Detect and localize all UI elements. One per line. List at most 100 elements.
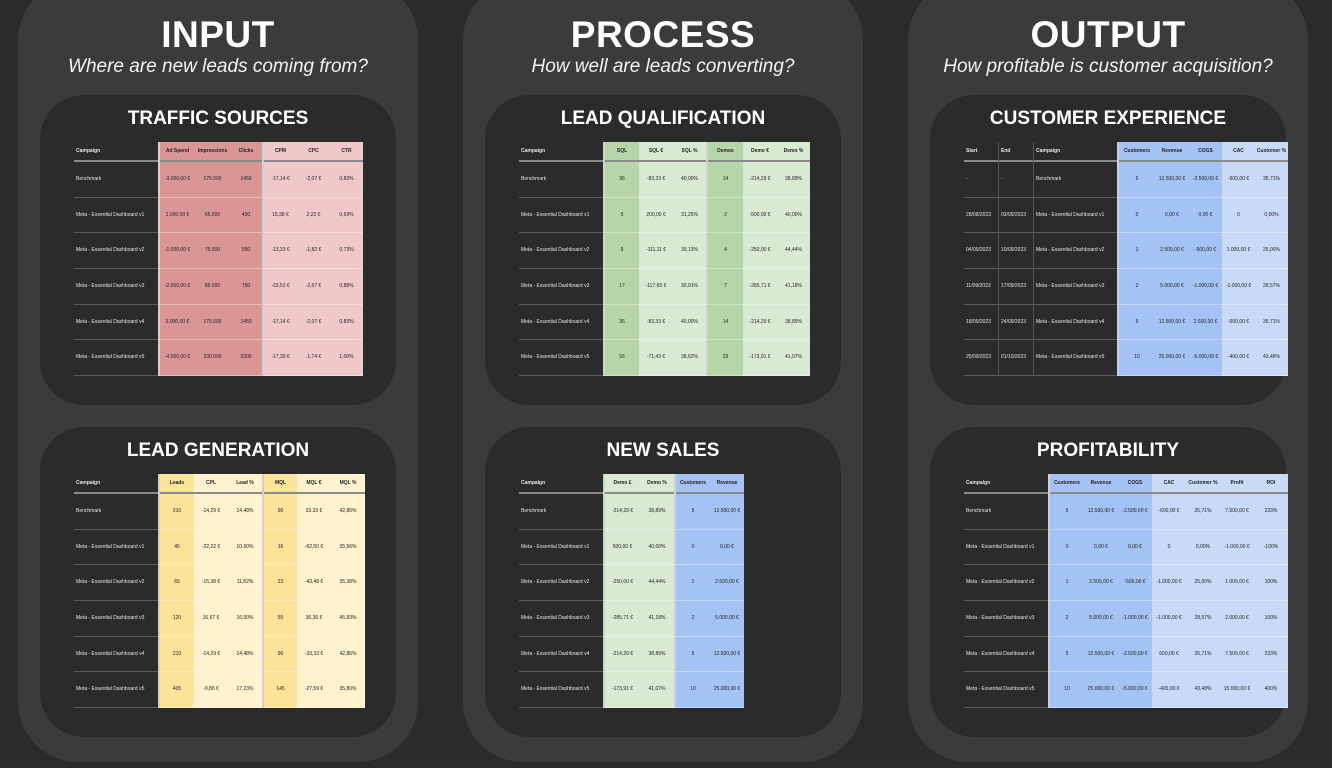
table-cell: 12.500,00 € <box>710 637 744 673</box>
lead-qualification-table: Campaign Benchmark Meta - Essential Dashbo… <box>519 142 810 377</box>
table-cell: Meta - Essential Dashboard v1 <box>1034 198 1117 234</box>
panel-title: TRAFFIC SOURCES <box>127 108 309 129</box>
table-cell: 28,57% <box>1186 601 1220 637</box>
table-column: Customer % 35,71% 0,00% 25,00% 28,57% 35,71% 4… <box>1255 142 1288 377</box>
column-header: COGS <box>1118 474 1152 494</box>
panel-title: LEAD GENERATION <box>126 440 310 461</box>
table-cell: 175.000 <box>195 162 230 198</box>
column-header: CAC <box>1222 142 1255 162</box>
table-cell: 210 <box>160 637 194 673</box>
table-cell: -1.000,00 € <box>1152 601 1186 637</box>
panel-lead-generation: LEAD GENERATION Campaign Benchmark Meta - … <box>40 427 396 737</box>
table-cell: -500,00 € <box>1189 233 1222 270</box>
table-cell: 200,00 € <box>639 198 673 234</box>
table-cell: -2.500,00 € <box>1189 162 1222 198</box>
table-column: Impressions 175.000 65.000 75.000 85.000 175.… <box>195 142 230 377</box>
table-column: End -03/09/2023 10/09/2023 17/09/2023 24/09/… <box>999 142 1034 377</box>
table-cell: 1 <box>1050 565 1084 602</box>
table-cell: 0 <box>1152 530 1186 566</box>
table-cell: -5.000,00 € <box>1189 340 1222 377</box>
panel-customer-experience: CUSTOMER EXPERIENCE Start -28/08/2023 04/0… <box>930 95 1288 405</box>
table-column: Campaign Benchmark Meta - Essential Dashbo… <box>519 142 605 377</box>
table-cell: 0,83% <box>330 162 363 198</box>
table-cell: 500,00 € <box>605 530 640 566</box>
column-header: Start <box>964 142 998 162</box>
table-cell: Meta - Essential Dashboard v5 <box>519 672 603 709</box>
table-cell: -43,48 € <box>297 565 331 602</box>
table-column: SQL € -83,33 €200,00 € -111,11 € -117,65 € -… <box>639 142 673 377</box>
table-column: Revenue 12.500,00 €0,00 €2.500,00 €5.000,… <box>710 474 744 709</box>
table-column: CAC -600,00 €0 1.000,00 € -1.000,00 € -600,0… <box>1222 142 1255 377</box>
table-cell: 5 <box>1119 305 1155 341</box>
table-cell: 210 <box>160 494 194 530</box>
table-column: Campaign Benchmark Meta - Essential Dashbo… <box>964 474 1050 709</box>
table-cell: -250,00 € <box>743 233 777 270</box>
profitability-table: Campaign Benchmark Meta - Essential Dashbo… <box>964 474 1288 709</box>
table-cell: 1,00% <box>330 340 363 377</box>
table-cell: 5 <box>605 198 639 234</box>
table-cell: 5 <box>1050 637 1084 673</box>
table-cell: 04/09/2023 <box>964 233 998 270</box>
table-cell: Meta - Essential Dashboard v5 <box>74 340 158 377</box>
table-cell: 0,00 € <box>1155 198 1189 234</box>
table-cell: -100% <box>1254 530 1288 566</box>
table-cell: 25,00% <box>1186 565 1220 602</box>
table-cell: 230.000 <box>195 340 230 377</box>
table-cell: 16 <box>264 530 297 566</box>
column-subtitle: How well are leads converting? <box>531 56 795 77</box>
column-header: CTR <box>330 142 363 162</box>
column-header: SQL % <box>673 142 706 162</box>
table-cell: -285,71 € <box>743 269 777 305</box>
table-cell: 90 <box>264 494 297 530</box>
table-cell: -27,59 € <box>297 672 331 709</box>
table-cell: 25/09/2023 <box>964 340 998 377</box>
table-cell: Meta - Essential Dashboard v1 <box>519 530 603 566</box>
table-cell: 41,07% <box>777 340 810 377</box>
table-cell: 36,36 € <box>297 601 331 637</box>
table-cell: Benchmark <box>74 162 158 198</box>
table-cell: 2 <box>1050 601 1084 637</box>
table-cell: 35,71% <box>1186 637 1220 673</box>
table-cell: -17,39 € <box>264 340 297 377</box>
table-cell: -173,91 € <box>743 340 777 377</box>
table-cell: 5 <box>1050 494 1084 530</box>
table-cell: -71,43 € <box>639 340 673 377</box>
table-cell: -117,65 € <box>639 269 673 305</box>
table-cell: 1.000,00 € <box>160 198 195 234</box>
table-cell: 14,48% <box>228 494 262 530</box>
column-header: MQL € <box>297 474 331 494</box>
table-cell: 2 <box>676 601 710 637</box>
table-cell: -214,29 € <box>743 162 777 198</box>
table-cell: 42,86% <box>331 494 365 530</box>
table-cell: 38,62% <box>673 340 706 377</box>
table-cell: 15.000,00 € <box>1220 672 1254 709</box>
column-header: CPC <box>297 142 330 162</box>
table-cell: 400% <box>1254 672 1288 709</box>
table-cell: 5.000,00 € <box>1155 269 1189 305</box>
column-title: OUTPUT <box>1030 14 1186 55</box>
table-column: Clicks 1450 450 550 750 1450 2300 <box>230 142 264 377</box>
table-column: Profit 7.500,00 € -1.000,00 €1.000,00 €2.0… <box>1220 474 1254 709</box>
column-header: MQL <box>264 474 297 494</box>
table-cell: 2.500,00 € <box>1155 233 1189 270</box>
table-cell: 1450 <box>230 162 262 198</box>
column-header: Lead % <box>228 474 262 494</box>
panel-title: CUSTOMER EXPERIENCE <box>989 108 1227 129</box>
table-cell: 40,00% <box>777 198 810 234</box>
table-cell: 43,48% <box>1255 340 1288 377</box>
table-cell: Benchmark <box>519 494 603 530</box>
table-cell: Meta - Essential Dashboard v3 <box>519 269 603 305</box>
table-cell: 2300 <box>230 340 262 377</box>
column-subtitle: How profitable is customer acquisition? <box>943 56 1273 77</box>
table-cell: 55 <box>264 601 297 637</box>
column-header: Profit <box>1220 474 1254 494</box>
column-process: PROCESS How well are leads converting? L… <box>463 0 863 762</box>
table-cell: -500,00 € <box>743 198 777 234</box>
table-cell: 35,38% <box>331 565 365 602</box>
table-cell: 7.500,00 € <box>1220 637 1254 673</box>
table-column: ROI 233% -100% 100% 100% 233% 400% <box>1254 474 1288 709</box>
table-column: Customer % 35,71% 0,00% 25,00% 28,57% 35,71% 4… <box>1186 474 1220 709</box>
table-column: Revenue 12.500,00 €0,00 €2.500,00 €5.000,… <box>1084 474 1118 709</box>
table-cell: -285,71 € <box>605 601 640 637</box>
table-column: Demo % 38,89% 40,00% 44,44% 41,18% 38,89% 41,0… <box>640 474 676 709</box>
